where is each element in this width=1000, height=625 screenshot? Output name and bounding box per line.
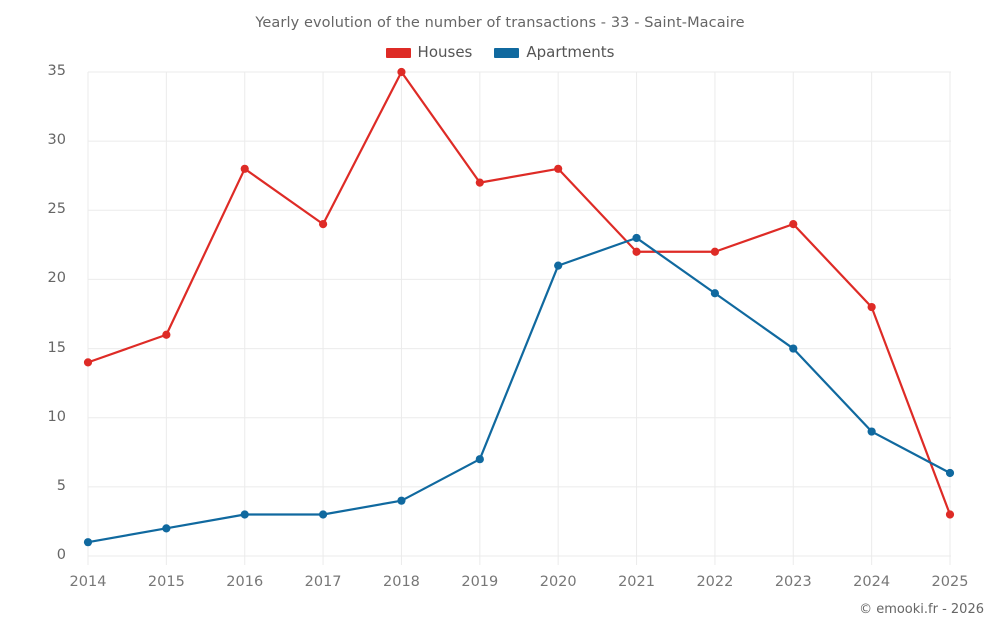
data-point-apartments[interactable] xyxy=(475,455,484,464)
x-axis-tick-label: 2016 xyxy=(226,574,264,590)
data-point-houses[interactable] xyxy=(945,510,955,519)
chart-legend: Houses Apartments xyxy=(0,45,1000,60)
data-point-houses[interactable] xyxy=(867,302,876,312)
data-point-apartments[interactable] xyxy=(162,524,171,533)
data-point-apartments[interactable] xyxy=(867,427,876,436)
data-point-apartments[interactable] xyxy=(945,468,955,478)
data-point-apartments[interactable] xyxy=(397,496,406,505)
x-axis-tick-label: 2020 xyxy=(539,574,577,590)
x-axis-tick-label: 2021 xyxy=(618,574,655,590)
copyright-label: © emooki.fr - 2026 xyxy=(859,602,984,617)
data-point-houses[interactable] xyxy=(240,164,249,173)
x-axis-tick-label: 2014 xyxy=(69,574,107,590)
data-point-houses[interactable] xyxy=(475,178,484,187)
x-axis-tick-label: 2015 xyxy=(147,574,185,590)
legend-swatch-apartments xyxy=(494,47,520,58)
data-point-apartments[interactable] xyxy=(318,510,328,519)
legend-item-houses[interactable]: Houses xyxy=(385,43,473,61)
x-axis-tick-label: 2023 xyxy=(774,574,812,590)
data-point-houses[interactable] xyxy=(397,67,406,77)
data-point-houses[interactable] xyxy=(162,330,171,339)
legend-swatch-houses xyxy=(385,47,411,58)
x-axis-tick-label: 2018 xyxy=(383,574,420,590)
y-axis-tick-label: 20 xyxy=(47,270,66,287)
y-axis-tick-label: 5 xyxy=(56,477,66,494)
chart-title: Yearly evolution of the number of transa… xyxy=(255,15,745,31)
series-line-houses xyxy=(86,70,952,516)
y-axis-tick-label: 25 xyxy=(47,201,66,218)
data-point-apartments[interactable] xyxy=(789,344,798,353)
legend-item-apartments[interactable]: Apartments xyxy=(494,45,614,60)
data-point-apartments[interactable] xyxy=(83,538,93,547)
data-point-apartments[interactable] xyxy=(632,233,641,243)
y-axis-tick-label: 15 xyxy=(47,339,66,356)
y-axis-tick-label: 0 xyxy=(56,547,66,563)
data-point-houses[interactable] xyxy=(789,220,798,229)
data-point-houses[interactable] xyxy=(710,247,720,256)
y-axis-tick-label: 10 xyxy=(47,408,66,425)
data-point-apartments[interactable] xyxy=(554,261,563,270)
legend-label-houses: Houses xyxy=(417,43,473,61)
x-axis-tick-label: 2025 xyxy=(931,574,969,590)
data-point-houses[interactable] xyxy=(554,164,563,173)
data-point-apartments[interactable] xyxy=(240,510,249,519)
series-line-apartments xyxy=(86,236,952,544)
x-axis-tick-label: 2024 xyxy=(853,574,891,590)
data-point-houses[interactable] xyxy=(83,358,93,367)
data-point-apartments[interactable] xyxy=(710,289,720,298)
legend-label-apartments: Apartments xyxy=(526,43,615,61)
y-axis-tick-label: 35 xyxy=(47,63,66,79)
data-point-houses[interactable] xyxy=(632,247,641,256)
x-axis-tick-label: 2022 xyxy=(696,574,734,590)
x-axis-tick-label: 2019 xyxy=(461,574,499,590)
data-point-houses[interactable] xyxy=(318,220,328,229)
y-axis-tick-label: 30 xyxy=(47,132,66,149)
x-axis-tick-label: 2017 xyxy=(304,574,342,590)
